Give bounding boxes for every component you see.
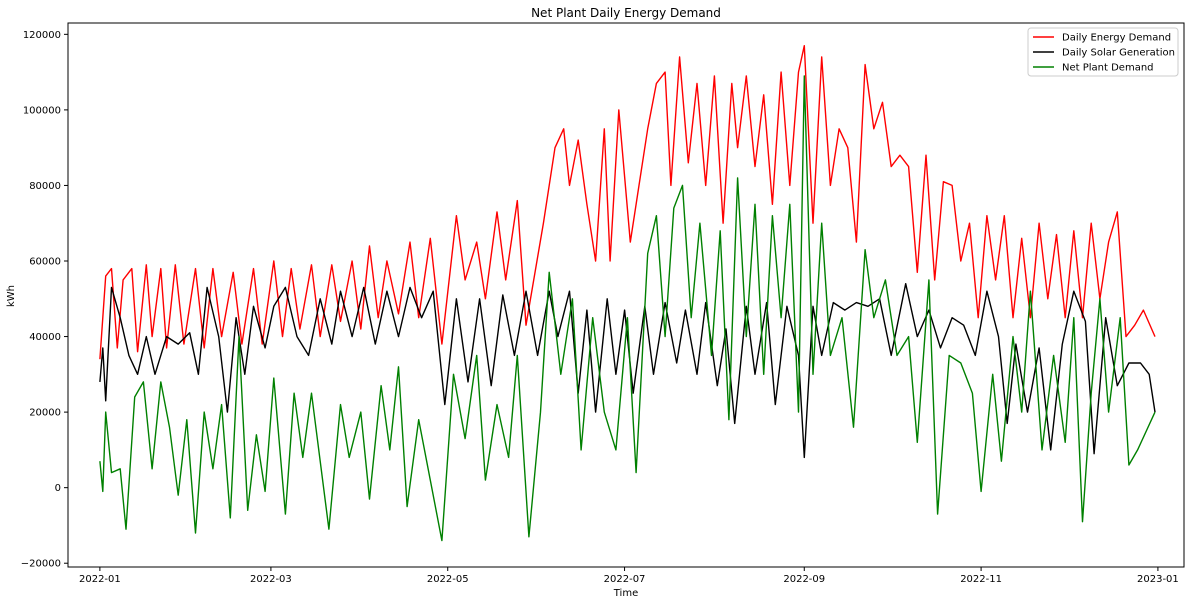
- y-axis: −20000 0 20000 40000 60000 80000 100000 120000: [21, 30, 68, 570]
- y-tick-label-6: 100000: [23, 105, 61, 116]
- legend-label-2: Net Plant Demand: [1062, 63, 1154, 74]
- x-tick-label-0: 2022-01: [79, 574, 121, 585]
- legend-label-1: Daily Solar Generation: [1062, 48, 1175, 59]
- series-line-2: [99, 75, 1156, 542]
- x-axis-label: Time: [613, 588, 638, 599]
- x-axis: 2022-01 2022-03 2022-05 2022-07 2022-09 2022-…: [79, 567, 1179, 585]
- legend: Daily Energy Demand Daily Solar Generatio…: [1027, 27, 1179, 77]
- plot-frame: [67, 22, 1185, 568]
- y-axis-label: kWh: [6, 285, 17, 307]
- series-layer: [99, 45, 1156, 542]
- series-line-1: [99, 283, 1156, 459]
- legend-box: [1027, 27, 1179, 77]
- y-tick-label-3: 40000: [29, 332, 61, 343]
- x-tick-label-1: 2022-03: [250, 574, 292, 585]
- x-tick-label-3: 2022-07: [604, 574, 646, 585]
- y-tick-label-2: 20000: [29, 408, 61, 419]
- x-tick-label-6: 2023-01: [1137, 574, 1179, 585]
- y-tick-label-5: 80000: [29, 181, 61, 192]
- x-tick-label-4: 2022-09: [783, 574, 825, 585]
- legend-label-0: Daily Energy Demand: [1062, 33, 1171, 44]
- y-tick-label-4: 60000: [29, 257, 61, 268]
- y-tick-label-1: 0: [55, 483, 61, 494]
- series-line-0: [99, 45, 1156, 360]
- y-tick-label-7: 120000: [23, 30, 61, 41]
- x-tick-label-2: 2022-05: [427, 574, 469, 585]
- y-tick-label-0: −20000: [21, 559, 61, 570]
- x-tick-label-5: 2022-11: [960, 574, 1002, 585]
- chart-title: Net Plant Daily Energy Demand: [531, 6, 721, 20]
